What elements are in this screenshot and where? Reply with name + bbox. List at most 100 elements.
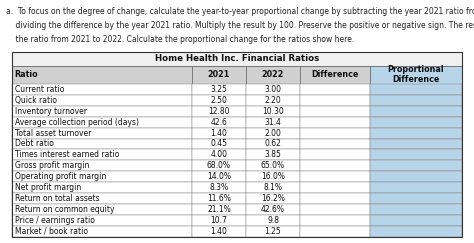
- Bar: [370, 139, 462, 149]
- Bar: [12, 149, 192, 160]
- Bar: [300, 215, 370, 226]
- Text: 68.0%: 68.0%: [207, 161, 231, 170]
- Text: 0.45: 0.45: [210, 139, 228, 148]
- Bar: [300, 66, 370, 84]
- Bar: [370, 160, 462, 171]
- Bar: [300, 149, 370, 160]
- Bar: [300, 193, 370, 204]
- Bar: [300, 84, 370, 95]
- Bar: [192, 106, 246, 117]
- Text: 3.85: 3.85: [264, 150, 282, 159]
- Text: Total asset turnover: Total asset turnover: [15, 129, 91, 138]
- Text: Proportional
Difference: Proportional Difference: [388, 65, 444, 84]
- Bar: [246, 66, 300, 84]
- Bar: [300, 117, 370, 128]
- Text: 8.3%: 8.3%: [210, 183, 228, 192]
- Bar: [192, 160, 246, 171]
- Text: Times interest earned ratio: Times interest earned ratio: [15, 150, 119, 159]
- Text: 42.6: 42.6: [210, 118, 228, 127]
- Bar: [246, 106, 300, 117]
- Bar: [246, 226, 300, 237]
- Bar: [300, 160, 370, 171]
- Bar: [370, 193, 462, 204]
- Bar: [246, 182, 300, 193]
- Text: 10.30: 10.30: [262, 107, 284, 116]
- Text: Ratio: Ratio: [14, 70, 38, 79]
- Bar: [300, 139, 370, 149]
- Bar: [300, 182, 370, 193]
- Bar: [370, 106, 462, 117]
- Bar: [370, 226, 462, 237]
- Bar: [300, 95, 370, 106]
- Bar: [300, 128, 370, 139]
- Bar: [12, 139, 192, 149]
- Text: Average collection period (days): Average collection period (days): [15, 118, 139, 127]
- Bar: [192, 95, 246, 106]
- Bar: [12, 226, 192, 237]
- Text: 42.6%: 42.6%: [261, 205, 285, 214]
- Bar: [246, 193, 300, 204]
- Bar: [192, 139, 246, 149]
- Text: 31.4: 31.4: [264, 118, 282, 127]
- Bar: [12, 182, 192, 193]
- Text: 2022: 2022: [262, 70, 284, 79]
- Bar: [370, 171, 462, 182]
- Bar: [192, 193, 246, 204]
- Bar: [12, 106, 192, 117]
- Text: 2.50: 2.50: [210, 96, 228, 105]
- Text: Return on common equity: Return on common equity: [15, 205, 114, 214]
- Text: 8.1%: 8.1%: [264, 183, 283, 192]
- Text: 3.00: 3.00: [264, 85, 282, 94]
- Text: Price / earnings ratio: Price / earnings ratio: [15, 216, 95, 225]
- Bar: [12, 52, 462, 237]
- Bar: [12, 95, 192, 106]
- Text: 10.7: 10.7: [210, 216, 228, 225]
- Text: Home Health Inc. Financial Ratios: Home Health Inc. Financial Ratios: [155, 54, 319, 63]
- Bar: [246, 171, 300, 182]
- Text: 0.62: 0.62: [264, 139, 282, 148]
- Text: 14.0%: 14.0%: [207, 172, 231, 181]
- Bar: [12, 84, 192, 95]
- Text: 2.00: 2.00: [264, 129, 282, 138]
- Bar: [370, 182, 462, 193]
- Text: Gross profit margin: Gross profit margin: [15, 161, 89, 170]
- Text: 9.8: 9.8: [267, 216, 279, 225]
- Text: 3.25: 3.25: [210, 85, 228, 94]
- Bar: [192, 128, 246, 139]
- Text: 1.25: 1.25: [264, 227, 282, 236]
- Bar: [192, 182, 246, 193]
- Bar: [370, 95, 462, 106]
- Bar: [246, 139, 300, 149]
- Text: a.  To focus on the degree of change, calculate the year-to-year proportional ch: a. To focus on the degree of change, cal…: [6, 7, 474, 16]
- Bar: [192, 149, 246, 160]
- Text: Operating profit margin: Operating profit margin: [15, 172, 106, 181]
- Text: Debt ratio: Debt ratio: [15, 139, 54, 148]
- Bar: [300, 226, 370, 237]
- Text: 65.0%: 65.0%: [261, 161, 285, 170]
- Text: dividing the difference by the year 2021 ratio. Multiply the result by 100. Pres: dividing the difference by the year 2021…: [6, 21, 474, 30]
- Text: Inventory turnover: Inventory turnover: [15, 107, 87, 116]
- Bar: [192, 226, 246, 237]
- Bar: [192, 215, 246, 226]
- Text: 1.40: 1.40: [210, 227, 228, 236]
- Bar: [246, 215, 300, 226]
- Text: 12.80: 12.80: [208, 107, 230, 116]
- Bar: [12, 66, 192, 84]
- Text: 4.00: 4.00: [210, 150, 228, 159]
- Bar: [192, 66, 246, 84]
- Bar: [246, 84, 300, 95]
- Bar: [12, 160, 192, 171]
- Bar: [246, 95, 300, 106]
- Bar: [370, 128, 462, 139]
- Bar: [370, 204, 462, 215]
- Bar: [370, 84, 462, 95]
- Text: 1.40: 1.40: [210, 129, 228, 138]
- Bar: [192, 84, 246, 95]
- Text: Difference: Difference: [311, 70, 359, 79]
- Bar: [246, 149, 300, 160]
- Bar: [246, 117, 300, 128]
- Bar: [12, 52, 462, 66]
- Bar: [12, 171, 192, 182]
- Text: 16.0%: 16.0%: [261, 172, 285, 181]
- Bar: [370, 66, 462, 84]
